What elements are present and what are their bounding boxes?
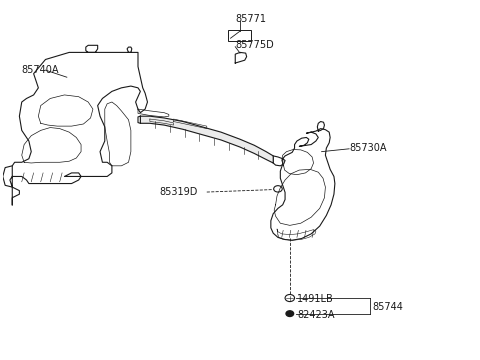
Circle shape <box>286 311 294 316</box>
Text: 1491LB: 1491LB <box>297 294 334 304</box>
Text: 85775D: 85775D <box>235 40 274 50</box>
Text: 85744: 85744 <box>373 302 404 311</box>
Text: 82423A: 82423A <box>297 310 335 320</box>
Text: 85740A: 85740A <box>22 65 59 75</box>
Bar <box>228 31 252 41</box>
Text: 85319D: 85319D <box>159 188 198 197</box>
Text: 85771: 85771 <box>235 14 266 24</box>
Text: 85730A: 85730A <box>349 143 386 153</box>
Polygon shape <box>140 116 273 163</box>
